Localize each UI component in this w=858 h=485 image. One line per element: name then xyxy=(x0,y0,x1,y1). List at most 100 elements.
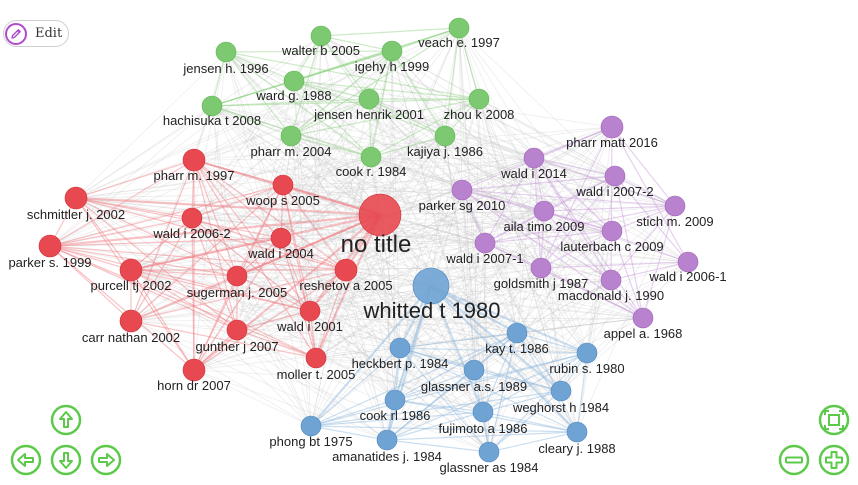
network-node[interactable] xyxy=(280,125,302,147)
network-node[interactable] xyxy=(299,300,321,322)
node-label[interactable]: wald i 2004 xyxy=(247,246,314,261)
node-label[interactable]: cleary j. 1988 xyxy=(538,441,615,456)
network-node[interactable] xyxy=(463,359,485,381)
node-label[interactable]: igehy h 1999 xyxy=(355,59,429,74)
network-node[interactable] xyxy=(305,347,327,369)
network-node[interactable] xyxy=(334,258,358,282)
arrow-down-icon[interactable] xyxy=(50,444,82,476)
node-label[interactable]: kay t. 1986 xyxy=(485,341,549,356)
node-label[interactable]: moller t. 2005 xyxy=(277,367,356,382)
zoom-out-icon[interactable] xyxy=(778,444,810,476)
network-node[interactable] xyxy=(604,165,626,187)
node-label[interactable]: cook r. 1984 xyxy=(336,164,407,179)
network-node[interactable] xyxy=(38,234,62,258)
network-node[interactable] xyxy=(664,195,686,217)
node-label[interactable]: gunther j 2007 xyxy=(195,339,278,354)
node-label[interactable]: lauterbach c 2009 xyxy=(560,239,663,254)
network-node[interactable] xyxy=(64,186,88,210)
network-node[interactable] xyxy=(600,269,622,291)
node-label[interactable]: sugerman j. 2005 xyxy=(187,285,287,300)
network-node[interactable] xyxy=(468,88,490,110)
node-label[interactable]: parker s. 1999 xyxy=(8,255,91,270)
network-node[interactable] xyxy=(283,70,305,92)
node-label[interactable]: appel a. 1968 xyxy=(604,326,683,341)
arrow-left-icon[interactable] xyxy=(10,444,42,476)
node-label[interactable]: pharr matt 2016 xyxy=(566,135,658,150)
network-node[interactable] xyxy=(448,17,470,39)
network-node[interactable] xyxy=(360,146,382,168)
network-node[interactable] xyxy=(550,380,572,402)
network-node[interactable] xyxy=(474,232,496,254)
network-node[interactable] xyxy=(376,429,398,451)
node-label[interactable]: aila timo 2009 xyxy=(504,219,585,234)
node-label[interactable]: stich m. 2009 xyxy=(636,214,713,229)
network-node[interactable] xyxy=(119,258,143,282)
node-label[interactable]: phong bt 1975 xyxy=(269,434,352,449)
network-node[interactable] xyxy=(601,220,623,242)
network-node[interactable] xyxy=(119,309,143,333)
fit-to-screen-icon[interactable] xyxy=(818,404,850,436)
node-label[interactable]: wald i 2006-2 xyxy=(152,226,230,241)
node-label[interactable]: glassner as 1984 xyxy=(439,460,538,475)
network-node[interactable] xyxy=(270,227,292,249)
network-node[interactable] xyxy=(272,174,294,196)
node-label[interactable]: veach e. 1997 xyxy=(418,35,500,50)
node-label[interactable]: cook rl 1986 xyxy=(360,408,431,423)
node-label[interactable]: ward g. 1988 xyxy=(255,88,331,103)
node-label[interactable]: carr nathan 2002 xyxy=(82,330,180,345)
node-label[interactable]: hachisuka t 2008 xyxy=(163,113,261,128)
network-node[interactable] xyxy=(182,358,206,382)
node-label[interactable]: jensen h. 1996 xyxy=(182,61,268,76)
node-label[interactable]: rubin s. 1980 xyxy=(549,361,624,376)
node-label[interactable]: macdonald j. 1990 xyxy=(558,288,664,303)
zoom-in-icon[interactable] xyxy=(818,444,850,476)
node-label[interactable]: schmittler j. 2002 xyxy=(27,207,125,222)
node-label[interactable]: wald i 2007-2 xyxy=(575,184,653,199)
network-node[interactable] xyxy=(530,257,552,279)
node-label[interactable]: zhou k 2008 xyxy=(444,107,515,122)
node-label[interactable]: wald i 2007-1 xyxy=(445,251,523,266)
arrow-right-icon[interactable] xyxy=(90,444,122,476)
network-node[interactable] xyxy=(478,441,500,463)
node-label[interactable]: kajiya j. 1986 xyxy=(407,144,483,159)
node-label[interactable]: wald i 2001 xyxy=(276,319,343,334)
network-node[interactable] xyxy=(389,337,411,359)
node-label[interactable]: walter b 2005 xyxy=(281,43,360,58)
arrow-up-icon[interactable] xyxy=(50,404,82,436)
network-node[interactable] xyxy=(358,193,402,237)
network-node[interactable] xyxy=(182,148,206,172)
network-node[interactable] xyxy=(215,41,237,63)
network-node[interactable] xyxy=(384,389,406,411)
network-node[interactable] xyxy=(226,265,248,287)
node-label[interactable]: goldsmith j 1987 xyxy=(494,276,589,291)
node-label[interactable]: fujimoto a 1986 xyxy=(439,421,528,436)
node-label[interactable]: wald i 2014 xyxy=(500,166,567,181)
network-node[interactable] xyxy=(226,319,248,341)
node-label[interactable]: whitted t 1980 xyxy=(363,298,501,323)
node-label[interactable]: no title xyxy=(341,231,412,258)
network-node[interactable] xyxy=(600,115,624,139)
network-node[interactable] xyxy=(201,95,223,117)
node-label[interactable]: amanatides j. 1984 xyxy=(332,449,442,464)
node-label[interactable]: pharr m. 1997 xyxy=(154,168,235,183)
node-label[interactable]: reshetov a 2005 xyxy=(299,278,392,293)
network-node[interactable] xyxy=(358,88,380,110)
network-node[interactable] xyxy=(181,207,203,229)
node-label[interactable]: weghorst h 1984 xyxy=(512,400,609,415)
network-node[interactable] xyxy=(576,342,598,364)
network-node[interactable] xyxy=(381,40,403,62)
network-node[interactable] xyxy=(632,307,654,329)
network-node[interactable] xyxy=(434,125,456,147)
node-label[interactable]: jensen henrik 2001 xyxy=(313,107,424,122)
network-node[interactable] xyxy=(677,251,699,273)
network-node[interactable] xyxy=(506,322,528,344)
network-node[interactable] xyxy=(300,415,322,437)
network-node[interactable] xyxy=(310,25,332,47)
network-node[interactable] xyxy=(566,421,588,443)
node-label[interactable]: glassner a.s. 1989 xyxy=(421,379,527,394)
network-node[interactable] xyxy=(451,179,473,201)
network-node[interactable] xyxy=(472,401,494,423)
edit-button[interactable]: Edit xyxy=(3,20,69,47)
node-label[interactable]: heckbert p. 1984 xyxy=(352,356,449,371)
